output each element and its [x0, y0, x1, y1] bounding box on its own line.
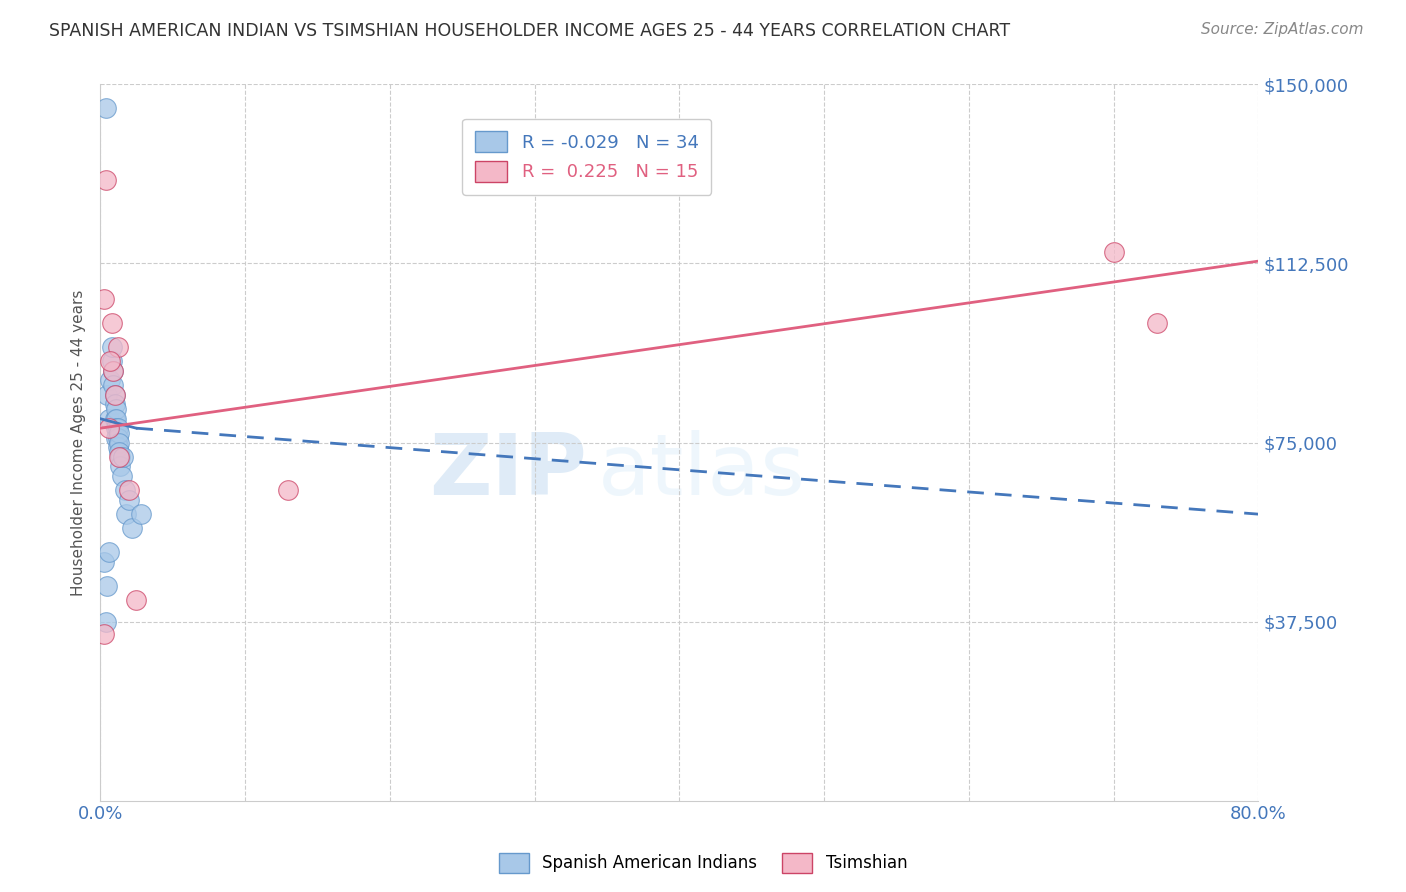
Point	[114, 483, 136, 498]
Point	[98, 354, 121, 368]
Point	[107, 431, 129, 445]
Point	[107, 421, 129, 435]
Y-axis label: Householder Income Ages 25 - 44 years: Householder Income Ages 25 - 44 years	[72, 289, 86, 596]
Text: Source: ZipAtlas.com: Source: ZipAtlas.com	[1201, 22, 1364, 37]
Point	[105, 431, 128, 445]
Point	[108, 425, 131, 440]
Point	[94, 615, 117, 629]
Point	[104, 411, 127, 425]
Point	[101, 364, 124, 378]
Point	[96, 579, 118, 593]
Point	[93, 293, 115, 307]
Point	[100, 316, 122, 330]
Point	[104, 388, 127, 402]
Point	[97, 421, 120, 435]
Point	[107, 440, 129, 454]
Point	[108, 450, 131, 464]
Point	[129, 507, 152, 521]
Point	[93, 626, 115, 640]
Point	[112, 450, 135, 464]
Point	[121, 521, 143, 535]
Point	[118, 492, 141, 507]
Point	[125, 593, 148, 607]
Text: ZIP: ZIP	[429, 430, 586, 513]
Point	[104, 388, 127, 402]
Point	[97, 545, 120, 559]
Point	[96, 388, 118, 402]
Point	[97, 411, 120, 425]
Point	[111, 469, 134, 483]
Point	[277, 483, 299, 498]
Point	[93, 555, 115, 569]
Point	[104, 397, 127, 411]
Point	[107, 340, 129, 354]
Point	[101, 378, 124, 392]
Point	[118, 483, 141, 498]
Point	[100, 354, 122, 368]
Point	[105, 402, 128, 417]
Point	[110, 459, 132, 474]
Point	[98, 374, 121, 388]
Text: atlas: atlas	[598, 430, 806, 513]
Point	[108, 435, 131, 450]
Point	[115, 507, 138, 521]
Legend: Spanish American Indians, Tsimshian: Spanish American Indians, Tsimshian	[492, 847, 914, 880]
Legend: R = -0.029   N = 34, R =  0.225   N = 15: R = -0.029 N = 34, R = 0.225 N = 15	[463, 119, 711, 194]
Point	[101, 364, 124, 378]
Text: SPANISH AMERICAN INDIAN VS TSIMSHIAN HOUSEHOLDER INCOME AGES 25 - 44 YEARS CORRE: SPANISH AMERICAN INDIAN VS TSIMSHIAN HOU…	[49, 22, 1011, 40]
Point	[105, 411, 128, 425]
Point	[105, 421, 128, 435]
Point	[1102, 244, 1125, 259]
Point	[108, 445, 131, 459]
Point	[94, 173, 117, 187]
Point	[94, 101, 117, 115]
Point	[1146, 316, 1168, 330]
Point	[110, 450, 132, 464]
Point	[100, 340, 122, 354]
